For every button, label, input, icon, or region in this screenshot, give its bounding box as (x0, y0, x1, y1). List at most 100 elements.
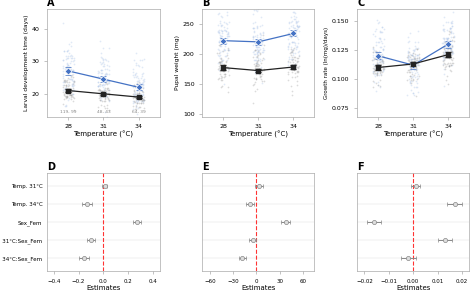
Point (448, 49, 456, 53)
Point (374, 56, 382, 61)
Point (133, 92, 141, 97)
Point (66, 92, 73, 97)
Point (100, 99, 108, 104)
Point (62, 82, 70, 87)
Point (252, 54, 260, 59)
Point (253, 70, 261, 75)
Point (139, 88, 146, 93)
Point (69, 84, 77, 89)
Point (216, 60, 223, 65)
Point (292, 63, 300, 68)
Point (448, 38, 456, 43)
Point (370, 47, 378, 52)
Point (99, 67, 106, 72)
Point (133, 95, 140, 100)
Point (439, 52, 447, 56)
Point (138, 98, 146, 103)
Point (446, 52, 453, 57)
Point (413, 55, 420, 60)
Point (405, 67, 413, 72)
Point (413, 47, 420, 52)
Point (96, 70, 103, 74)
Point (292, 32, 300, 37)
Point (375, 55, 383, 60)
Point (99, 60, 106, 65)
Point (250, 30, 258, 35)
Point (64, 65, 71, 69)
Point (372, 34, 379, 38)
Point (411, 47, 419, 52)
Point (412, 68, 419, 72)
Point (102, 88, 110, 93)
Point (134, 98, 142, 103)
Point (257, 74, 264, 78)
Point (100, 87, 108, 92)
Point (65, 42, 73, 46)
Point (132, 96, 140, 100)
Point (136, 91, 143, 96)
Point (405, 49, 413, 54)
Point (217, 59, 225, 64)
Point (254, 7, 262, 11)
Point (218, 36, 225, 41)
Point (256, 31, 264, 35)
Point (64, 78, 71, 83)
Point (447, 25, 455, 30)
Point (374, 52, 381, 57)
Point (294, 65, 301, 70)
Point (100, 63, 107, 68)
Point (97, 97, 105, 102)
Point (65, 64, 73, 69)
Point (255, 49, 263, 54)
Point (377, 73, 385, 77)
Point (258, 37, 266, 42)
Point (105, 79, 113, 83)
Point (444, 82, 452, 87)
Point (94, 83, 102, 88)
Point (408, 57, 415, 61)
Point (223, 35, 231, 40)
Point (376, 36, 383, 41)
Point (250, 34, 257, 39)
Point (61, 90, 69, 95)
X-axis label: Estimates: Estimates (396, 285, 430, 291)
Point (406, 63, 414, 68)
Point (69, 94, 76, 99)
Point (220, 63, 228, 67)
Point (224, 34, 231, 38)
Point (443, 37, 450, 41)
Point (410, 48, 418, 53)
Text: E: E (202, 162, 209, 173)
Point (293, 24, 301, 28)
Point (253, 51, 260, 55)
Point (411, 43, 419, 48)
Point (99, 91, 107, 96)
Point (104, 81, 112, 86)
Point (130, 83, 137, 88)
Point (446, 25, 453, 30)
Point (132, 104, 140, 108)
Point (407, 77, 414, 82)
Point (139, 81, 147, 86)
Point (98, 68, 105, 72)
Point (220, 25, 228, 30)
Text: C: C (357, 0, 365, 8)
Point (373, 72, 381, 77)
Point (439, 55, 447, 59)
Point (66, 76, 74, 81)
Point (69, 69, 76, 74)
Point (414, 75, 421, 80)
Point (440, 52, 448, 56)
Point (64, 98, 72, 103)
Point (378, 40, 385, 45)
Point (413, 52, 421, 57)
Point (218, 64, 226, 69)
Point (294, 56, 301, 60)
Point (449, 10, 457, 15)
Point (130, 94, 138, 99)
Point (415, 46, 422, 51)
Point (69, 74, 77, 79)
Point (99, 64, 107, 69)
Point (135, 79, 142, 84)
Point (61, 103, 69, 108)
